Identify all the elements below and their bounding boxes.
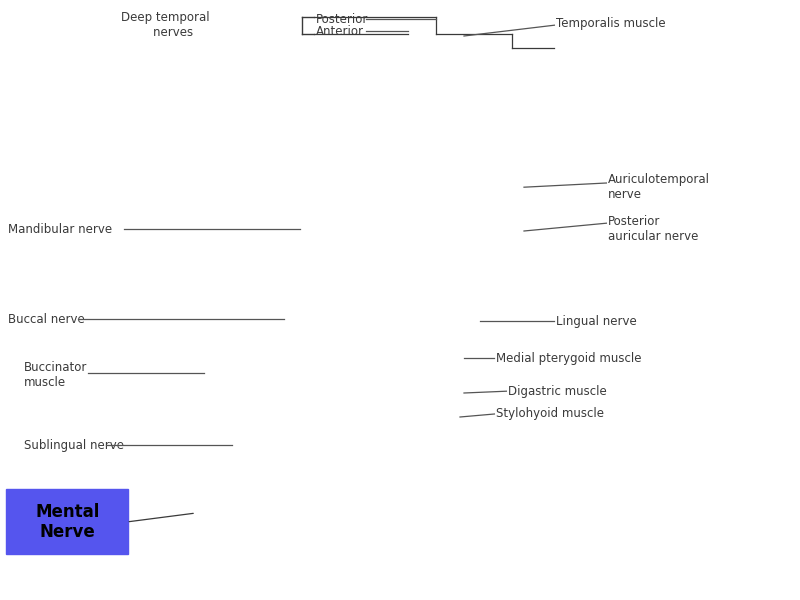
Text: Lingual nerve: Lingual nerve	[556, 314, 637, 328]
Text: Posterior: Posterior	[316, 13, 368, 26]
Text: Mandibular nerve: Mandibular nerve	[8, 223, 112, 236]
Text: Buccal nerve: Buccal nerve	[8, 313, 85, 326]
FancyBboxPatch shape	[6, 489, 128, 554]
Text: Buccinator
muscle: Buccinator muscle	[24, 361, 87, 389]
Text: Temporalis muscle: Temporalis muscle	[556, 17, 666, 31]
Text: Anterior: Anterior	[316, 25, 364, 38]
Text: Digastric muscle: Digastric muscle	[508, 385, 606, 398]
Text: Auriculotemporal
nerve: Auriculotemporal nerve	[608, 173, 710, 201]
Text: Deep temporal
    nerves: Deep temporal nerves	[122, 11, 210, 39]
Text: Mental
Nerve: Mental Nerve	[35, 503, 99, 541]
Text: Posterior
auricular nerve: Posterior auricular nerve	[608, 215, 698, 243]
Text: Medial pterygoid muscle: Medial pterygoid muscle	[496, 352, 642, 365]
Text: Stylohyoid muscle: Stylohyoid muscle	[496, 407, 604, 421]
Text: Sublingual nerve: Sublingual nerve	[24, 439, 124, 452]
